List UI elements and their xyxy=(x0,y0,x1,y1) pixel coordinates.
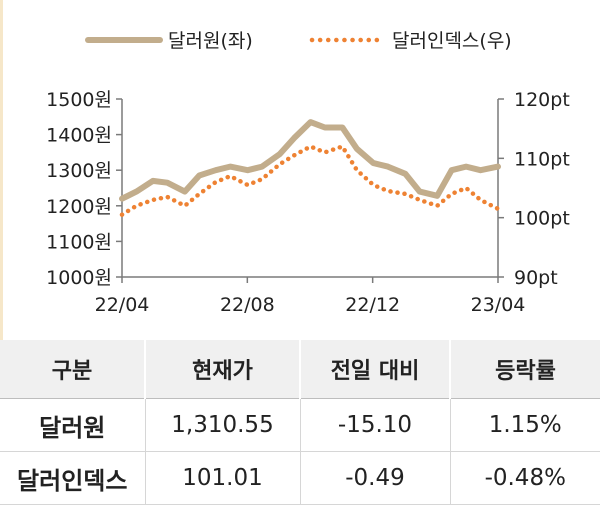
left-axis-tick-label: 1100원 xyxy=(46,231,112,253)
row-rate: 1.15% xyxy=(450,398,600,452)
summary-table: 구분 현재가 전일 대비 등락률 달러원 1,310.55 -15.10 1.1… xyxy=(0,340,600,505)
left-axis-tick-label: 1300원 xyxy=(46,160,112,182)
right-axis-tick-label: 100pt xyxy=(514,208,570,230)
right-axis-tick-label: 110pt xyxy=(514,148,570,170)
legend-label-usd-krw: 달러원(좌) xyxy=(168,30,253,52)
line-chart: 1000원 1100원 1200원 1300원 1400원 1500원 90pt 100pt 1… xyxy=(46,30,570,316)
left-axis-tick-label: 1500원 xyxy=(46,89,112,111)
row-change: -0.49 xyxy=(300,451,451,505)
row-name: 달러인덱스 xyxy=(0,451,146,505)
table-row: 달러인덱스 101.01 -0.49 -0.48% xyxy=(0,451,600,505)
row-rate: -0.48% xyxy=(450,451,600,505)
legend-label-dollar-index: 달러인덱스(우) xyxy=(392,30,512,52)
header-rate: 등락률 xyxy=(450,340,600,399)
table-row: 달러원 1,310.55 -15.10 1.15% xyxy=(0,398,600,452)
row-price: 1,310.55 xyxy=(145,398,301,452)
chart-panel: 1000원 1100원 1200원 1300원 1400원 1500원 90pt 100pt 1… xyxy=(0,0,570,340)
left-axis-tick-label: 1400원 xyxy=(46,125,112,147)
row-change: -15.10 xyxy=(300,398,451,452)
series-line-usd-krw xyxy=(119,119,501,202)
left-axis-tick-label: 1200원 xyxy=(46,196,112,218)
x-axis-tick-label: 22/12 xyxy=(345,294,400,316)
x-axis-tick-label: 22/08 xyxy=(220,294,275,316)
row-price: 101.01 xyxy=(145,451,301,505)
right-axis-tick-label: 90pt xyxy=(514,267,558,289)
header-category: 구분 xyxy=(0,340,146,399)
right-axis-tick-label: 120pt xyxy=(514,89,570,111)
header-change: 전일 대비 xyxy=(300,340,451,399)
x-axis-tick-label: 23/04 xyxy=(471,294,526,316)
row-name: 달러원 xyxy=(0,398,146,452)
left-axis-tick-label: 1000원 xyxy=(46,267,112,289)
header-current-price: 현재가 xyxy=(145,340,301,399)
series-line-dollar-index xyxy=(119,143,501,217)
x-axis-tick-label: 22/04 xyxy=(95,294,150,316)
table-header-row: 구분 현재가 전일 대비 등락률 xyxy=(0,340,600,399)
panel-accent-bar xyxy=(0,0,3,340)
